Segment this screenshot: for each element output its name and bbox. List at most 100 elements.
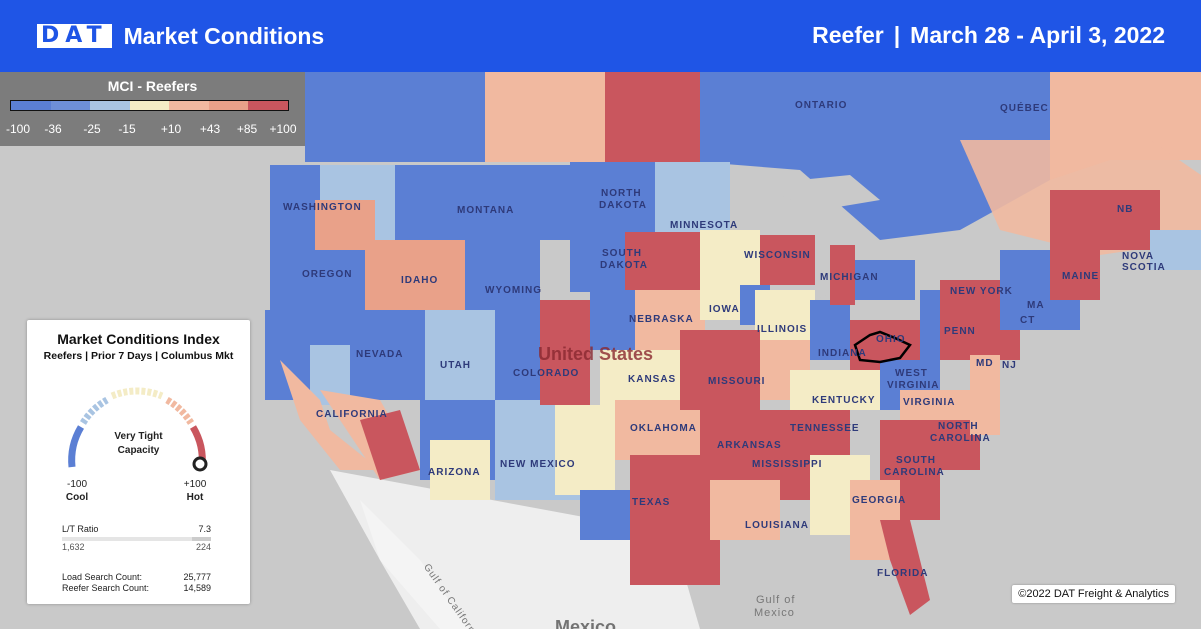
load-search-row: Load Search Count: 25,777 <box>62 572 211 582</box>
label-gulf-of-mexico-2: Mexico <box>754 607 795 619</box>
header-separator: | <box>893 22 901 48</box>
mci-gauge <box>68 387 208 472</box>
label-ma: MA <box>1027 300 1045 311</box>
label-nebraska: NEBRASKA <box>629 314 694 325</box>
label-south-carolina-2: CAROLINA <box>884 467 945 478</box>
panel-subtitle: Reefers | Prior 7 Days | Columbus Mkt <box>43 350 234 362</box>
label-indiana: INDIANA <box>818 348 867 359</box>
legend-swatch <box>90 101 130 110</box>
header-right: Reefer | March 28 - April 3, 2022 <box>812 22 1165 49</box>
map-svg <box>0 72 1201 629</box>
label-idaho: IDAHO <box>401 275 439 286</box>
gauge-status-line2: Capacity <box>117 445 160 456</box>
label-ohio: OHIO <box>876 334 906 345</box>
label-washington: WASHINGTON <box>283 202 362 213</box>
label-florida: FLORIDA <box>877 568 929 579</box>
label-oklahoma: OKLAHOMA <box>630 423 697 434</box>
legend-swatch <box>208 101 249 110</box>
label-new-mexico: NEW MEXICO <box>500 459 576 470</box>
label-oregon: OREGON <box>302 269 353 280</box>
panel-title: Market Conditions Index <box>57 331 220 347</box>
gauge-min: -100 Cool <box>57 478 97 504</box>
label-tennessee: TENNESSEE <box>790 423 860 434</box>
legend-tick: +100 <box>269 122 297 136</box>
gauge-max-label: Hot <box>186 492 204 503</box>
lt-ratio-row: L/T Ratio 7.3 <box>62 524 211 534</box>
copyright-badge: ©2022 DAT Freight & Analytics <box>1012 585 1175 603</box>
label-missouri: MISSOURI <box>708 376 766 387</box>
legend-tick: +85 <box>236 122 258 136</box>
legend-title: MCI - Reefers <box>107 78 198 94</box>
gauge-status-line1: Very Tight <box>114 431 163 442</box>
label-maine: MAINE <box>1062 271 1100 282</box>
lt-ratio-value: 7.3 <box>198 524 211 534</box>
label-kansas: KANSAS <box>628 374 677 385</box>
label-kentucky: KENTUCKY <box>812 395 876 406</box>
legend-swatch <box>50 101 91 110</box>
label-michigan: MICHIGAN <box>820 272 879 283</box>
label-california: CALIFORNIA <box>316 409 388 420</box>
label-quebec: QUÉBEC <box>1000 103 1049 114</box>
header-bar: DAT Market Conditions Reefer | March 28 … <box>0 0 1201 72</box>
logo-text: DAT <box>41 23 108 48</box>
label-north-carolina-2: CAROLINA <box>930 433 991 444</box>
label-south-carolina-1: SOUTH <box>896 455 936 466</box>
load-search-label: Load Search Count: <box>62 572 143 582</box>
label-united-states: United States <box>538 344 654 364</box>
label-nj: NJ <box>1002 360 1017 371</box>
legend-swatch <box>11 101 51 110</box>
label-arizona: ARIZONA <box>428 467 481 478</box>
legend-tick: -25 <box>83 122 101 136</box>
label-iowa: IOWA <box>709 304 740 315</box>
legend-swatch <box>129 101 170 110</box>
label-montana: MONTANA <box>457 205 515 216</box>
reefer-search-label: Reefer Search Count: <box>62 583 150 593</box>
dat-logo: DAT <box>37 24 112 48</box>
equipment-type: Reefer <box>812 22 884 48</box>
label-nevada: NEVADA <box>356 349 404 360</box>
label-penn: PENN <box>944 326 976 337</box>
label-georgia: GEORGIA <box>852 495 907 506</box>
label-north-dakota-2: DAKOTA <box>599 200 648 211</box>
lt-ratio-bar <box>62 537 211 541</box>
date-range: March 28 - April 3, 2022 <box>910 22 1165 48</box>
label-arkansas: ARKANSAS <box>717 440 782 451</box>
label-mississippi: MISSISSIPPI <box>752 459 823 470</box>
reefer-search-value: 14,589 <box>183 583 211 593</box>
legend-tick: +43 <box>199 122 221 136</box>
label-new-york: NEW YORK <box>950 286 1013 297</box>
gauge-max-value: +100 <box>183 479 207 490</box>
gauge-max: +100 Hot <box>175 478 215 504</box>
label-utah: UTAH <box>440 360 472 371</box>
label-north-carolina-1: NORTH <box>938 421 979 432</box>
label-texas: TEXAS <box>632 497 671 508</box>
market-map[interactable]: ONTARIO QUÉBEC WASHINGTON MONTANA NORTH … <box>0 72 1201 629</box>
legend-tick: +10 <box>160 122 182 136</box>
label-north-dakota-1: NORTH <box>601 188 642 199</box>
label-mexico: Mexico <box>555 617 617 629</box>
load-search-value: 25,777 <box>183 572 211 582</box>
label-south-dakota-1: SOUTH <box>602 248 642 259</box>
label-nb: NB <box>1117 204 1134 215</box>
trucks-count: 224 <box>195 542 211 552</box>
lt-ratio-label: L/T Ratio <box>62 524 99 534</box>
label-wyoming: WYOMING <box>485 285 542 296</box>
loads-trucks-row: 1,632 224 <box>62 542 211 552</box>
loads-count: 1,632 <box>62 542 85 552</box>
label-west-virginia-2: VIRGINIA <box>887 380 940 391</box>
label-colorado: COLORADO <box>513 368 580 379</box>
label-south-dakota-2: DAKOTA <box>600 260 649 271</box>
label-west-virginia-1: WEST <box>895 368 928 379</box>
label-ct: CT <box>1020 315 1036 326</box>
legend-color-bar <box>10 100 289 111</box>
reefer-search-row: Reefer Search Count: 14,589 <box>62 583 211 593</box>
label-nova-scotia: NOVA SCOTIA <box>1122 251 1166 273</box>
label-minnesota: MINNESOTA <box>670 220 739 231</box>
gauge-indicator <box>192 456 208 472</box>
mci-legend: MCI - Reefers -100 -36 -25 -15 +10 +43 +… <box>0 72 305 146</box>
gauge-status: Very Tight Capacity <box>27 430 250 458</box>
label-wisconsin: WISCONSIN <box>744 250 811 261</box>
label-louisiana: LOUISIANA <box>745 520 809 531</box>
label-gulf-of-mexico-1: Gulf of <box>756 594 796 606</box>
label-virginia: VIRGINIA <box>903 397 956 408</box>
